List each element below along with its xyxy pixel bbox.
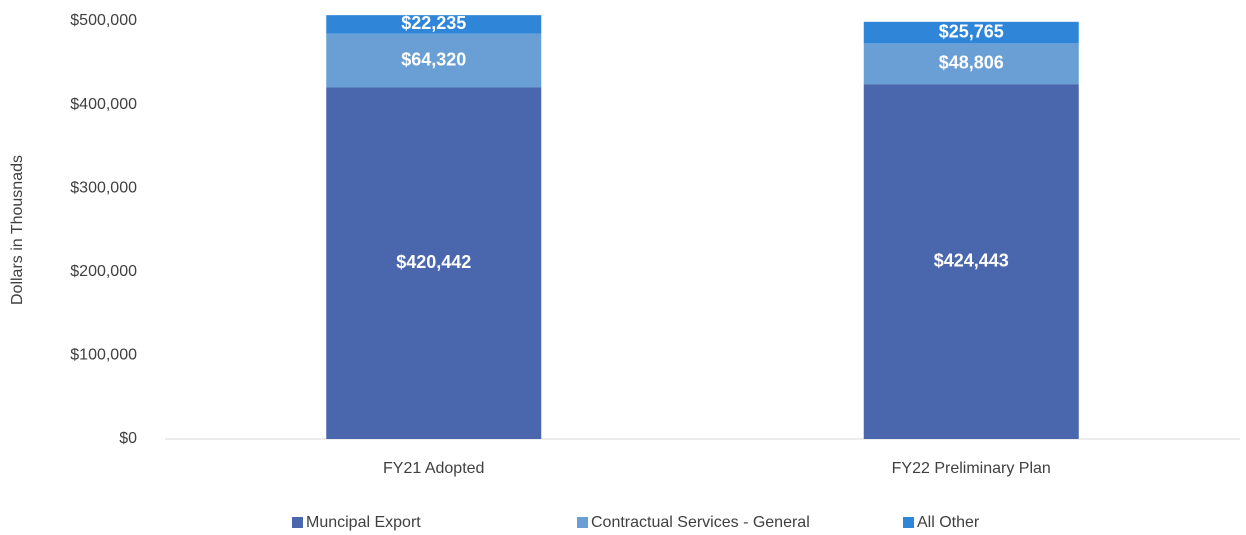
bar-segment: [863, 84, 1079, 439]
y-tick-label: $300,000: [70, 179, 137, 196]
legend-label: Muncipal Export: [306, 514, 421, 531]
legend-label: All Other: [917, 514, 980, 531]
value-label: $64,320: [401, 49, 466, 69]
y-axis-label: Dollars in Thousnads: [9, 155, 26, 305]
value-label: $22,235: [401, 13, 466, 33]
value-label: $420,442: [396, 252, 471, 272]
y-tick-label: $500,000: [70, 12, 137, 29]
value-label: $48,806: [939, 53, 1004, 73]
x-tick-label: FY22 Preliminary Plan: [892, 460, 1051, 477]
legend-swatch: [577, 517, 588, 528]
legend-swatch: [292, 517, 303, 528]
bar-segment: [326, 15, 542, 34]
y-tick-label: $0: [119, 430, 137, 447]
bar-segment: [863, 43, 1079, 85]
bar-segment: [326, 87, 542, 439]
legend-swatch: [903, 517, 914, 528]
legend-label: Contractual Services - General: [591, 514, 810, 531]
bar-segment: [863, 21, 1079, 44]
y-tick-label: $200,000: [70, 263, 137, 280]
x-tick-label: FY21 Adopted: [383, 460, 484, 477]
value-label: $25,765: [939, 21, 1004, 41]
value-label: $424,443: [934, 250, 1009, 270]
bar-segment: [326, 33, 542, 88]
y-tick-label: $400,000: [70, 96, 137, 113]
y-tick-label: $100,000: [70, 347, 137, 364]
